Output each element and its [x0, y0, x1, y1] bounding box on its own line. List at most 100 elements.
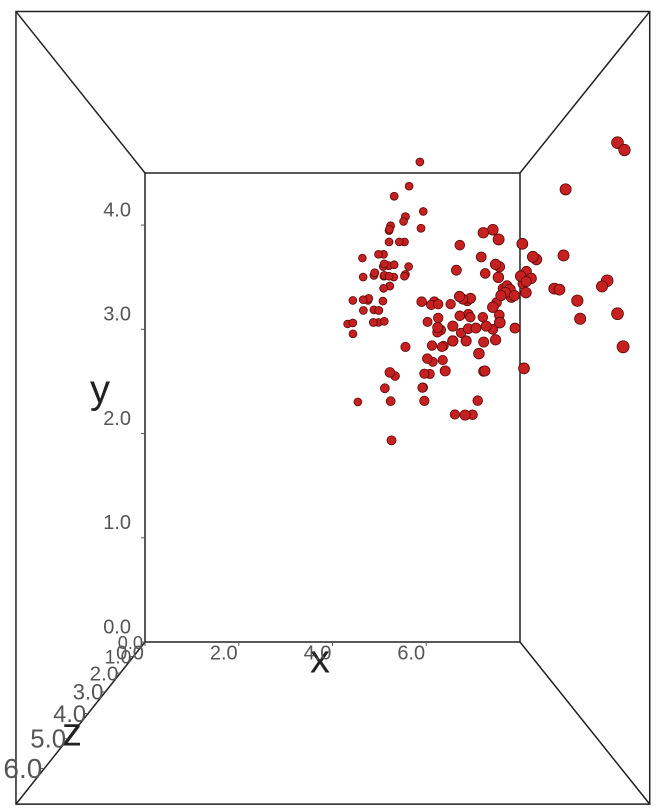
point: [453, 290, 466, 302]
point: [359, 306, 368, 315]
point: [436, 341, 447, 352]
point: [418, 207, 428, 216]
point: [437, 354, 448, 366]
point: [416, 223, 426, 233]
point: [358, 272, 368, 282]
point: [557, 249, 570, 262]
point: [473, 347, 485, 360]
point: [432, 321, 444, 333]
point: [439, 365, 451, 377]
point: [433, 298, 444, 310]
point: [358, 253, 367, 263]
point: [384, 271, 394, 281]
point: [348, 296, 358, 305]
point: [348, 318, 358, 328]
point: [422, 353, 433, 364]
point: [422, 316, 433, 327]
point: [449, 409, 461, 420]
point: [516, 238, 529, 250]
point: [492, 271, 505, 284]
y-tick-label: 2.0: [103, 408, 131, 430]
z-tick-label: 1.0: [105, 648, 132, 669]
point: [479, 268, 491, 279]
point: [389, 260, 399, 270]
point: [379, 259, 389, 269]
point: [571, 294, 584, 307]
point: [553, 283, 566, 296]
z-tick-label: 4.0: [53, 702, 86, 728]
point: [385, 225, 394, 234]
x-tick-label: 4.0: [304, 642, 332, 664]
point: [404, 181, 414, 191]
point: [487, 301, 499, 313]
point: [379, 316, 389, 326]
point: [369, 318, 378, 327]
point: [479, 365, 491, 377]
point: [370, 268, 380, 278]
point: [426, 340, 438, 351]
point: [454, 239, 466, 251]
x-tick-label: 2.0: [210, 642, 238, 664]
point: [494, 316, 506, 329]
point: [478, 336, 490, 348]
point: [459, 409, 471, 421]
point: [419, 368, 430, 379]
point: [596, 280, 608, 293]
point: [386, 435, 397, 446]
point: [415, 157, 425, 167]
point: [520, 286, 532, 299]
point: [445, 298, 456, 310]
point: [400, 271, 409, 281]
point: [404, 262, 413, 271]
point: [348, 329, 358, 339]
point: [472, 395, 483, 406]
point: [384, 367, 396, 378]
point: [385, 396, 396, 407]
x-axis-label: x: [310, 638, 330, 682]
point: [509, 322, 521, 334]
point: [616, 340, 630, 354]
point: [379, 284, 388, 293]
box-edge: [15, 641, 146, 805]
point: [433, 312, 444, 324]
point: [489, 334, 502, 346]
point: [417, 382, 428, 393]
point: [394, 237, 404, 247]
point: [384, 237, 394, 247]
y-tick-label: 4.0: [103, 199, 131, 221]
point: [495, 289, 507, 302]
point: [611, 307, 624, 321]
point: [520, 276, 532, 288]
point: [480, 320, 492, 332]
point: [487, 224, 499, 236]
point: [574, 312, 587, 325]
point: [518, 362, 530, 375]
z-tick-label: 5.0: [30, 726, 66, 754]
y-tick-label: 0.0: [103, 616, 131, 638]
point: [380, 383, 390, 394]
point: [526, 250, 539, 263]
z-tick-label: 3.0: [73, 680, 104, 705]
point: [559, 183, 572, 196]
point: [477, 227, 489, 239]
point: [353, 397, 363, 407]
x-tick-label: 6.0: [397, 642, 425, 664]
z-tick-label: 6.0: [3, 753, 42, 784]
point: [450, 264, 462, 276]
point: [470, 322, 482, 334]
y-tick-label: 1.0: [103, 512, 131, 534]
point: [465, 312, 476, 323]
box-edge: [519, 641, 651, 805]
point: [460, 335, 472, 347]
point: [489, 258, 502, 271]
point: [454, 310, 466, 322]
point: [374, 250, 383, 259]
box-edge: [519, 11, 651, 174]
z-tick-label: 0.0: [118, 633, 143, 653]
point: [416, 296, 427, 307]
point: [447, 320, 459, 332]
point: [475, 251, 487, 263]
point: [378, 296, 388, 306]
point: [492, 233, 505, 246]
